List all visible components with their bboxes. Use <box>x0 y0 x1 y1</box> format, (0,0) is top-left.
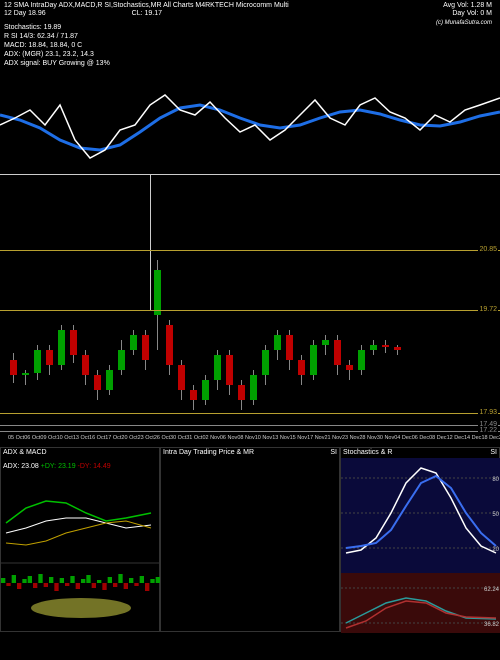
date-tick: 31 Oct <box>186 435 202 447</box>
svg-text:50: 50 <box>492 512 499 518</box>
date-tick: 14 Dec <box>464 435 481 447</box>
price-level-line <box>0 310 500 311</box>
adx-macd-panel: ADX & MACD ADX: 23.08 +DY: 23.19 -DY: 14… <box>0 447 160 632</box>
attribution: (c) MunafaSutra.com <box>436 20 492 27</box>
stoch-rsi-panel: Stochastics & R SI 80502062.2436.82 <box>340 447 500 632</box>
date-tick: 30 Oct <box>170 435 186 447</box>
date-tick: 06 Dec <box>412 435 429 447</box>
date-tick: 30 Nov <box>377 435 394 447</box>
svg-text:80: 80 <box>492 477 499 483</box>
adx-macd-chart: ADX: 23.08 +DY: 23.19 -DY: 14.49 <box>1 448 161 633</box>
price-level-line <box>0 431 500 432</box>
date-tick: 21 Nov <box>325 435 342 447</box>
date-tick: 05 Oct <box>8 435 24 447</box>
stoch-chart: 80502062.2436.82 <box>341 448 500 633</box>
stat-adx: ADX: (MGR) 23.1, 23.2, 14.3 <box>4 50 496 59</box>
chart-header: 12 SMA IntraDay ADX,MACD,R SI,Stochastic… <box>0 0 500 21</box>
date-tick: 28 Nov <box>359 435 376 447</box>
date-tick: 15 Nov <box>290 435 307 447</box>
intraday-title-r: SI <box>330 449 337 456</box>
oscillator-pane <box>0 70 500 175</box>
price-level-label: 19.72 <box>478 306 498 313</box>
price-level-line <box>0 250 500 251</box>
price-spike-line <box>150 175 151 310</box>
day-vol: Day Vol: 0 M <box>436 10 492 18</box>
oscillator-chart <box>0 70 500 175</box>
candlestick-chart <box>0 175 500 435</box>
price-level-line <box>0 425 500 426</box>
date-tick: 20 Oct <box>121 435 137 447</box>
intraday-panel: Intra Day Trading Price & MR SI <box>160 447 340 632</box>
candlestick-pane: 20.8519.7217.9317.4917.22 <box>0 175 500 435</box>
date-tick: 12 Dec <box>447 435 464 447</box>
avg-vol: Avg Vol: 1.28 M <box>436 2 492 10</box>
date-tick: 02 Nov <box>202 435 219 447</box>
stats-block: Stochastics: 19.89 R SI 14/3: 62.34 / 71… <box>0 21 500 70</box>
date-tick: 09 Oct <box>40 435 56 447</box>
date-tick: 23 Nov <box>342 435 359 447</box>
date-tick: 08 Dec <box>429 435 446 447</box>
header-indicators: 12 SMA IntraDay ADX,MACD,R SI,Stochastic… <box>4 2 289 10</box>
stoch-title: Stochastics & R <box>343 449 392 456</box>
price-level-label: 17.22 <box>478 427 498 434</box>
date-tick: 10 Oct <box>57 435 73 447</box>
date-tick: 23 Oct <box>138 435 154 447</box>
header-close: CL: 19.17 <box>132 10 162 18</box>
stoch-title-r: SI <box>490 449 497 456</box>
date-tick: 06 Oct <box>24 435 40 447</box>
header-sma: 12 Day 18.96 <box>4 10 46 18</box>
date-tick: 06 Nov <box>220 435 237 447</box>
stat-stoch: Stochastics: 19.89 <box>4 23 496 32</box>
date-tick: 26 Oct <box>154 435 170 447</box>
date-tick: 16 Oct <box>89 435 105 447</box>
intraday-title: Intra Day Trading Price & MR <box>163 449 254 456</box>
date-tick: 04 Dec <box>394 435 411 447</box>
stat-macd: MACD: 18.84, 18.84, 0 C <box>4 41 496 50</box>
date-axis: 05 Oct06 Oct09 Oct10 Oct13 Oct16 Oct17 O… <box>0 435 500 447</box>
stat-rsi: R SI 14/3: 62.34 / 71.87 <box>4 32 496 41</box>
svg-text:62.24: 62.24 <box>484 587 500 593</box>
date-tick: 13 Oct <box>73 435 89 447</box>
price-level-line <box>0 413 500 414</box>
price-level-label: 17.93 <box>478 409 498 416</box>
date-tick: 17 Oct <box>105 435 121 447</box>
date-tick: 17 Nov <box>307 435 324 447</box>
svg-text:36.82: 36.82 <box>484 622 500 628</box>
svg-text:ADX: 23.08 +DY: 23.19 -DY: 14.: ADX: 23.08 +DY: 23.19 -DY: 14.49 <box>3 463 111 470</box>
date-tick: 10 Nov <box>255 435 272 447</box>
date-tick: 18 Dec <box>481 435 498 447</box>
price-level-label: 20.85 <box>478 246 498 253</box>
date-tick: 13 Nov <box>272 435 289 447</box>
date-tick: 08 Nov <box>237 435 254 447</box>
stat-adx-signal: ADX signal: BUY Growing @ 13% <box>4 59 496 68</box>
adx-macd-title: ADX & MACD <box>3 449 47 456</box>
bottom-panels: ADX & MACD ADX: 23.08 +DY: 23.19 -DY: 14… <box>0 447 500 632</box>
